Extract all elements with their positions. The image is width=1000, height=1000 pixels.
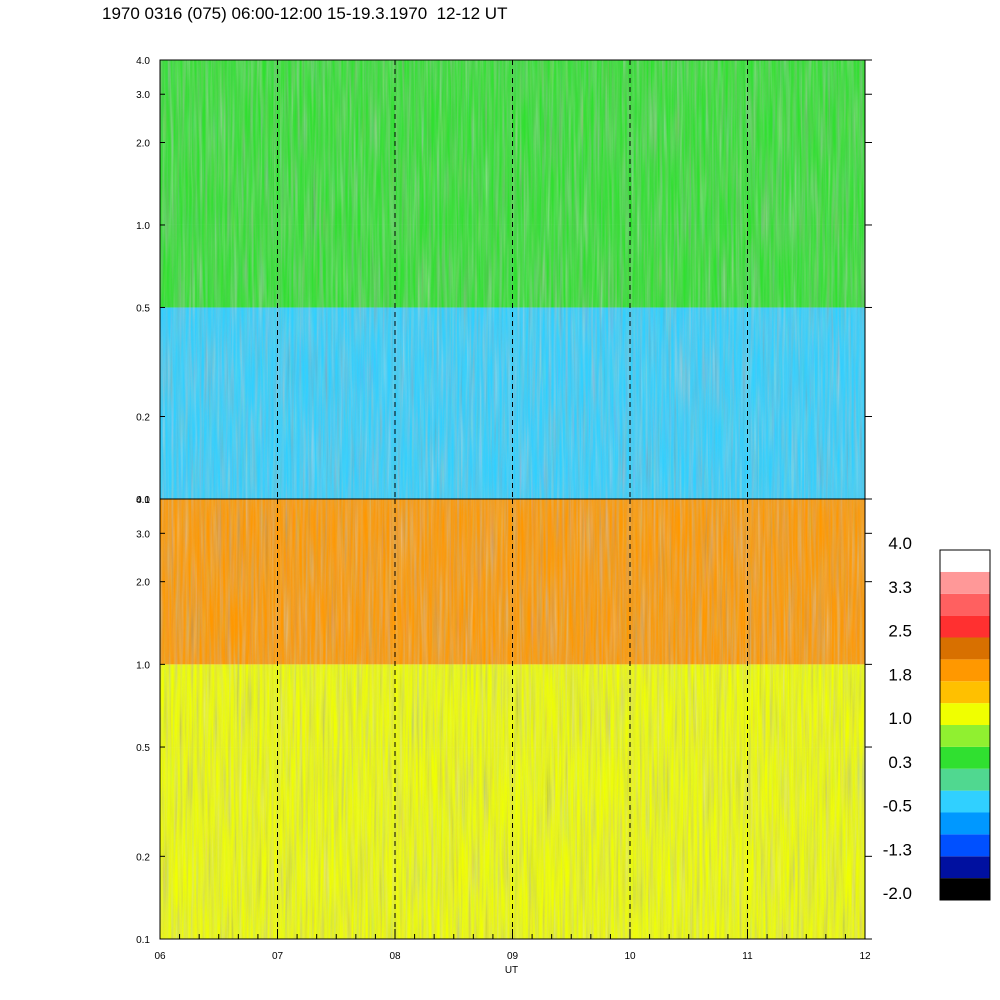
colorbar-label: 0.3 (888, 753, 912, 772)
colorbar-segment (940, 571, 990, 594)
y-tick-label: 0.5 (136, 743, 150, 754)
y-tick-label: 0.5 (136, 303, 150, 314)
x-tick-label: 07 (272, 951, 284, 962)
colorbar-frame (939, 549, 991, 901)
colorbar-segment (940, 768, 990, 791)
x-tick-label: 10 (624, 951, 636, 962)
y-tick-label: 2.0 (136, 138, 150, 149)
colorbar-label: 2.5 (888, 622, 912, 641)
y-tick-label: 2.0 (136, 578, 150, 589)
colorbar-segment (940, 703, 990, 725)
y-tick-label: 4.0 (136, 56, 150, 67)
y-tick-label: 0.2 (136, 413, 150, 424)
colorbar-label: 1.8 (888, 665, 912, 684)
colorbar-segment (940, 746, 990, 769)
y-tick-label: 1.0 (136, 221, 150, 232)
y-tick-label: 4.0 (136, 495, 150, 506)
colorbar-segment (940, 812, 990, 835)
x-axis-label: UT (505, 965, 518, 976)
colorbar-segment (940, 637, 990, 660)
x-tick-label: 11 (742, 951, 753, 962)
y-tick-label: 0.1 (136, 495, 150, 506)
colorbar-label: 1.0 (888, 709, 912, 728)
x-tick-label: 09 (507, 951, 519, 962)
colorbar-segment (940, 550, 990, 572)
y-tick-label: 3.0 (136, 529, 150, 540)
x-tick-label: 12 (859, 951, 871, 962)
colorbar-label: 4.0 (888, 534, 912, 553)
y-tick-label: 0.1 (136, 935, 150, 946)
colorbar-segment (940, 834, 990, 857)
colorbar-segment (940, 725, 990, 747)
colorbar-segment (940, 659, 990, 682)
colorbar-segment (940, 878, 990, 900)
y-tick-label: 1.0 (136, 660, 150, 671)
colorbar-segment (940, 593, 990, 616)
colorbar-segment (940, 615, 990, 638)
page-title: 1970 0316 (075) 06:00-12:00 15-19.3.1970… (102, 4, 508, 23)
colorbar-segment (940, 790, 990, 813)
colorbar-label: 3.3 (888, 578, 912, 597)
colorbar-segment (940, 856, 990, 879)
colorbar-label: -1.3 (883, 840, 912, 859)
colorbar-label: -0.5 (883, 797, 912, 816)
y-tick-label: 3.0 (136, 90, 150, 101)
colorbar-segment (940, 681, 990, 704)
colorbar-label: -2.0 (883, 884, 912, 903)
x-tick-label: 08 (389, 951, 401, 962)
y-tick-label: 0.2 (136, 852, 150, 863)
x-tick-label: 06 (154, 951, 166, 962)
